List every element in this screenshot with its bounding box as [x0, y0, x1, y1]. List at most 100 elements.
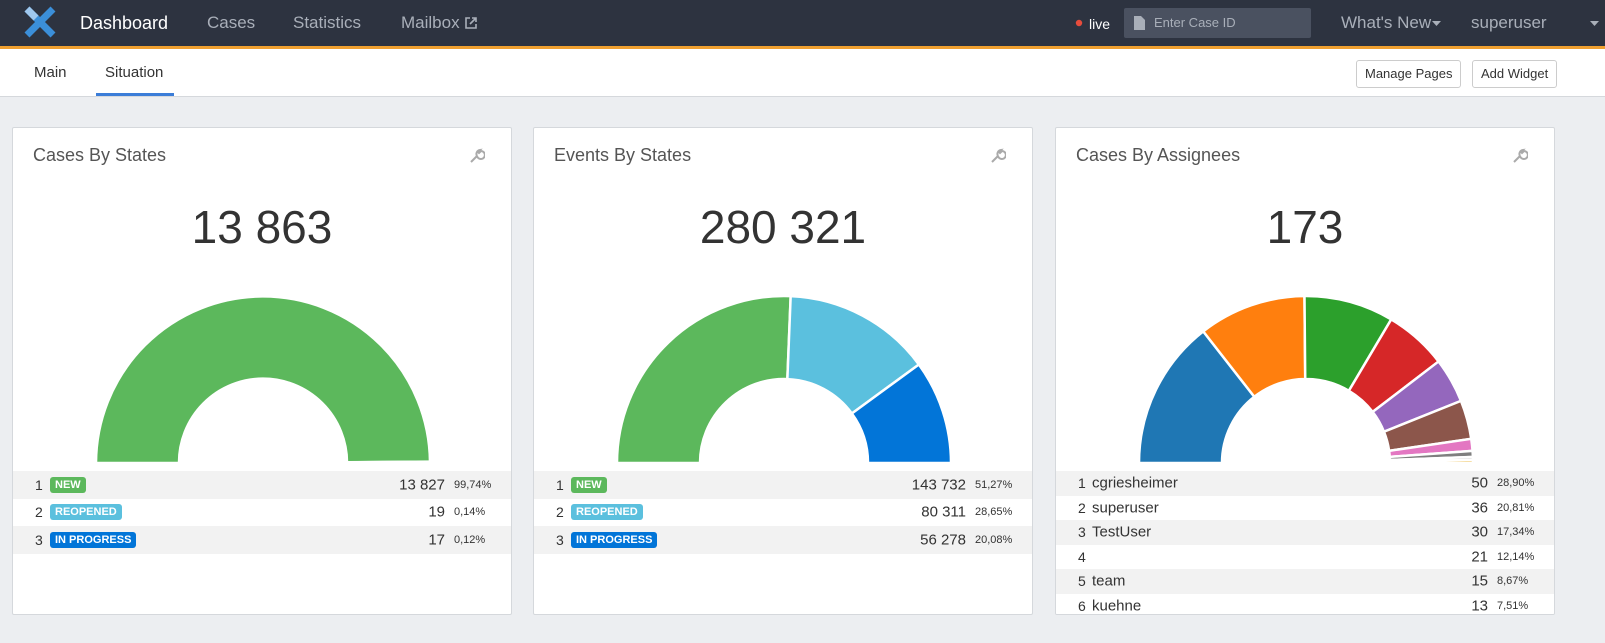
donut-segment — [615, 294, 792, 465]
nav-link[interactable]: Statistics — [293, 13, 362, 32]
logo[interactable] — [24, 6, 56, 38]
donut-segment — [850, 362, 953, 465]
table-row: 5 team 15 8,67% — [1056, 569, 1554, 594]
count: 13 — [1471, 597, 1488, 615]
widget-title: Cases By States — [33, 145, 167, 165]
rank: 2 — [1078, 499, 1086, 516]
rank: 6 — [1078, 597, 1086, 614]
table-row: 2 superuser 36 20,81% — [1056, 495, 1554, 520]
rank: 3 — [556, 531, 564, 548]
widget-panel: Events By States 280 321 1 NEW 143 732 51,27%… — [533, 127, 1033, 615]
percent: 51,27% — [975, 478, 1013, 491]
table-row: 3 IN PROGRESS 56 278 20,08% — [534, 526, 1032, 554]
subnav: Main Situation Manage Pages Add Widget — [0, 49, 1605, 97]
caret — [1590, 21, 1599, 26]
count: 80 311 — [921, 503, 966, 521]
count: 21 — [1471, 548, 1488, 566]
count: 30 — [1471, 523, 1488, 541]
navbar: Dashboard Cases Statistics Mailbox live … — [0, 0, 1605, 49]
table-row: 1 cgriesheimer 50 28,90% — [1056, 471, 1554, 496]
rank: 4 — [1078, 548, 1086, 565]
wrench — [991, 148, 1006, 163]
case-search[interactable]: Enter Case ID — [1124, 8, 1311, 38]
rank: 5 — [1078, 573, 1086, 590]
assignee-name: cgriesheimer — [1092, 474, 1178, 492]
rank: 2 — [556, 504, 564, 521]
half-donut — [615, 294, 953, 465]
manage-pages-button[interactable]: Manage Pages — [1356, 60, 1462, 88]
state-badge: NEW — [50, 476, 86, 493]
assignee-name: superuser — [1092, 499, 1159, 517]
tab-active[interactable]: Situation — [105, 64, 164, 81]
nav-link[interactable]: Mailbox — [401, 13, 460, 32]
wrench — [1513, 148, 1528, 163]
tab[interactable]: Main — [34, 64, 67, 81]
add-widget-button[interactable]: Add Widget — [1472, 60, 1558, 88]
table-row: 3 IN PROGRESS 17 0,12% — [13, 526, 511, 554]
rank: 1 — [1078, 475, 1086, 492]
percent: 28,90% — [1497, 477, 1535, 490]
count: 56 278 — [920, 531, 966, 549]
percent: 0,12% — [454, 533, 486, 546]
percent: 12,14% — [1497, 550, 1535, 563]
widget-panel: Cases By Assignees 173 1 cgriesheimer 50 28,9… — [1055, 127, 1555, 615]
state-badge: NEW — [571, 476, 607, 493]
rank: 3 — [1078, 524, 1086, 541]
percent: 0,14% — [454, 506, 486, 519]
rank: 1 — [35, 476, 43, 493]
state-badge: IN PROGRESS — [50, 531, 137, 548]
assignee-name: TestUser — [1092, 523, 1152, 541]
widget-total: 13 863 — [191, 201, 333, 253]
count: 36 — [1471, 499, 1488, 517]
percent: 99,74% — [454, 478, 492, 491]
percent: 8,67% — [1497, 575, 1529, 588]
nav-link[interactable]: Cases — [207, 13, 256, 32]
table-row: 2 REOPENED 80 311 28,65% — [534, 498, 1032, 526]
widget-total: 173 — [1266, 201, 1344, 253]
brand[interactable]: Dashboard — [80, 13, 169, 33]
widget-title: Cases By Assignees — [1076, 145, 1241, 165]
donut-segment — [94, 295, 432, 465]
table-row: 1 NEW 143 732 51,27% — [534, 471, 1032, 499]
settings-icon — [991, 148, 1006, 163]
table-row: 3 TestUser 30 17,34% — [1056, 520, 1554, 545]
count: 17 — [428, 531, 445, 549]
table-row: 6 kuehne 13 7,51% — [1056, 593, 1554, 615]
widget-total: 280 321 — [699, 201, 867, 253]
settings-icon — [1513, 148, 1528, 163]
rank: 2 — [35, 504, 43, 521]
donut-segment — [1388, 458, 1475, 465]
half-donut — [1137, 294, 1475, 465]
table-row: 2 REOPENED 19 0,14% — [13, 498, 511, 526]
percent: 7,51% — [1497, 599, 1529, 612]
count: 143 732 — [911, 476, 966, 494]
state-badge: REOPENED — [50, 504, 122, 521]
table-row: 4 21 12,14% — [1056, 544, 1554, 569]
table-row: 1 NEW 13 827 99,74% — [13, 471, 511, 499]
donut-segment — [345, 461, 432, 465]
settings-icon — [470, 148, 485, 163]
caret — [1432, 21, 1441, 26]
wrench — [470, 148, 485, 163]
count: 15 — [1471, 572, 1488, 590]
whats-new[interactable]: What's New — [1341, 13, 1432, 32]
file-icon — [1134, 16, 1145, 30]
assignee-name: team — [1092, 572, 1126, 590]
widget-panel: Cases By States 13 863 1 NEW 13 827 99,74% 2 RE… — [12, 127, 512, 615]
user-menu[interactable]: superuser — [1471, 13, 1547, 32]
half-donut — [94, 295, 432, 465]
count: 50 — [1471, 474, 1488, 492]
external-icon — [465, 17, 477, 29]
widget-title: Events By States — [554, 145, 692, 165]
percent: 20,08% — [975, 533, 1013, 546]
assignee-name: kuehne — [1092, 597, 1142, 615]
donut-segment — [1137, 329, 1257, 465]
percent: 28,65% — [975, 506, 1013, 519]
count: 19 — [428, 503, 445, 521]
tab-underline — [96, 93, 174, 96]
rank: 3 — [35, 531, 43, 548]
search-placeholder: Enter Case ID — [1154, 15, 1236, 30]
rank: 1 — [556, 476, 564, 493]
count: 13 827 — [399, 476, 445, 494]
